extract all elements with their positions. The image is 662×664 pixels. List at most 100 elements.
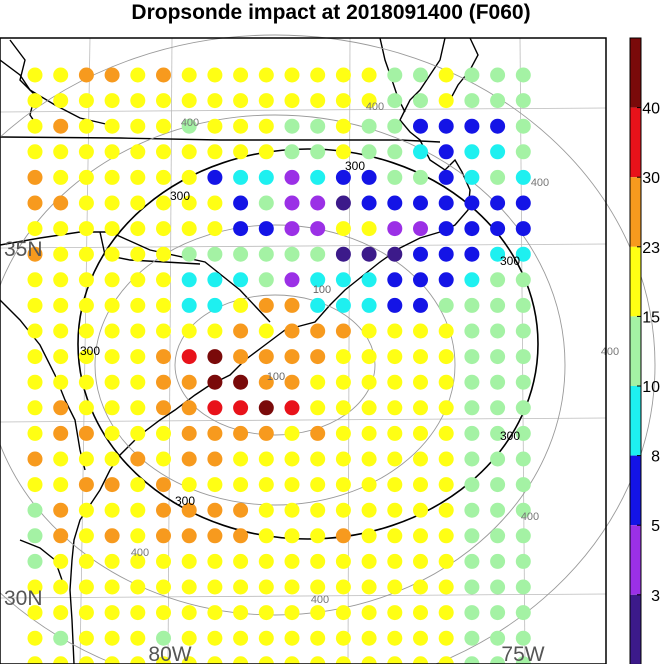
impact-dot <box>27 246 43 262</box>
impact-dot <box>130 630 146 646</box>
impact-dot <box>310 323 326 339</box>
impact-dot <box>515 477 531 493</box>
impact-dot <box>335 93 351 109</box>
impact-dot <box>284 144 300 160</box>
impact-dot <box>130 246 146 262</box>
contour-label-400: 400 <box>601 346 619 358</box>
impact-dot <box>387 195 403 211</box>
impact-dot <box>27 605 43 621</box>
impact-dot <box>207 374 223 390</box>
impact-dot <box>490 246 506 262</box>
colorbar-segment <box>630 246 641 317</box>
impact-dot <box>490 67 506 83</box>
impact-dot <box>413 451 428 467</box>
impact-dot <box>181 553 197 569</box>
contours-outer <box>0 34 656 664</box>
impact-dot <box>181 323 197 339</box>
impact-dot <box>284 118 300 134</box>
impact-dot <box>233 630 249 646</box>
impact-dot <box>284 528 300 544</box>
impact-dot <box>413 195 428 211</box>
impact-dot <box>515 374 531 390</box>
impact-dot <box>438 93 454 109</box>
impact-dot <box>104 297 120 313</box>
impact-dot <box>104 144 120 160</box>
impact-dot <box>104 605 120 621</box>
impact-dot <box>233 502 249 518</box>
impact-dot <box>413 349 428 365</box>
impact-dot <box>78 630 94 646</box>
impact-dot <box>233 93 249 109</box>
impact-dot <box>53 144 69 160</box>
impact-dot <box>464 195 480 211</box>
impact-dot <box>53 297 69 313</box>
dropsonde-impact-points <box>27 67 531 664</box>
impact-dot <box>515 630 531 646</box>
impact-dot <box>156 528 171 544</box>
impact-dot <box>258 630 274 646</box>
impact-dot <box>207 144 223 160</box>
colorbar-segment <box>630 107 641 178</box>
contour-label-100: 100 <box>267 371 285 383</box>
impact-dot <box>284 195 300 211</box>
impact-dot <box>258 502 274 518</box>
impact-dot <box>413 221 428 237</box>
impact-dot <box>310 451 326 467</box>
impact-dot <box>413 246 428 262</box>
impact-dot <box>387 297 403 313</box>
impact-dot <box>27 169 43 185</box>
impact-dot <box>258 195 274 211</box>
impact-dot <box>490 425 506 441</box>
impact-dot <box>78 425 94 441</box>
impact-dot <box>78 169 94 185</box>
impact-dot <box>258 374 274 390</box>
impact-dot <box>335 374 351 390</box>
impact-dot <box>515 425 531 441</box>
impact-dot <box>156 579 171 595</box>
latitude-line <box>0 417 607 423</box>
impact-dot <box>438 246 454 262</box>
impact-dot <box>258 528 274 544</box>
impact-dot <box>258 349 274 365</box>
impact-dot <box>284 374 300 390</box>
impact-dot <box>258 93 274 109</box>
impact-dot <box>310 656 326 664</box>
impact-dot <box>78 605 94 621</box>
impact-dot <box>258 656 274 664</box>
impact-dot <box>156 221 171 237</box>
impact-dot <box>156 67 171 83</box>
impact-dot <box>464 630 480 646</box>
impact-dot <box>27 425 43 441</box>
coastline-segment <box>0 299 86 471</box>
impact-dot <box>310 349 326 365</box>
colorbar-tick-label: 40 <box>642 101 660 118</box>
impact-dot <box>515 144 531 160</box>
impact-dot <box>361 195 377 211</box>
impact-dot <box>335 67 351 83</box>
impact-dot <box>361 553 377 569</box>
impact-dot <box>104 272 120 288</box>
impact-dot <box>335 477 351 493</box>
impact-dot <box>78 246 94 262</box>
impact-dot <box>361 502 377 518</box>
impact-dot <box>207 349 223 365</box>
impact-dot <box>515 323 531 339</box>
impact-dot <box>464 144 480 160</box>
impact-dot <box>515 195 531 211</box>
impact-dot <box>490 553 506 569</box>
impact-dot <box>156 144 171 160</box>
impact-dot <box>284 323 300 339</box>
impact-dot <box>156 553 171 569</box>
impact-dot <box>284 579 300 595</box>
impact-dot <box>438 67 454 83</box>
impact-dot <box>515 297 531 313</box>
impact-dot <box>335 349 351 365</box>
impact-dot <box>310 528 326 544</box>
impact-dot <box>413 656 428 664</box>
impact-dot <box>284 656 300 664</box>
impact-dot <box>27 118 43 134</box>
colorbar-tick-label: 3 <box>651 588 660 605</box>
impact-dot <box>233 221 249 237</box>
impact-dot <box>53 477 69 493</box>
impact-dot <box>387 528 403 544</box>
